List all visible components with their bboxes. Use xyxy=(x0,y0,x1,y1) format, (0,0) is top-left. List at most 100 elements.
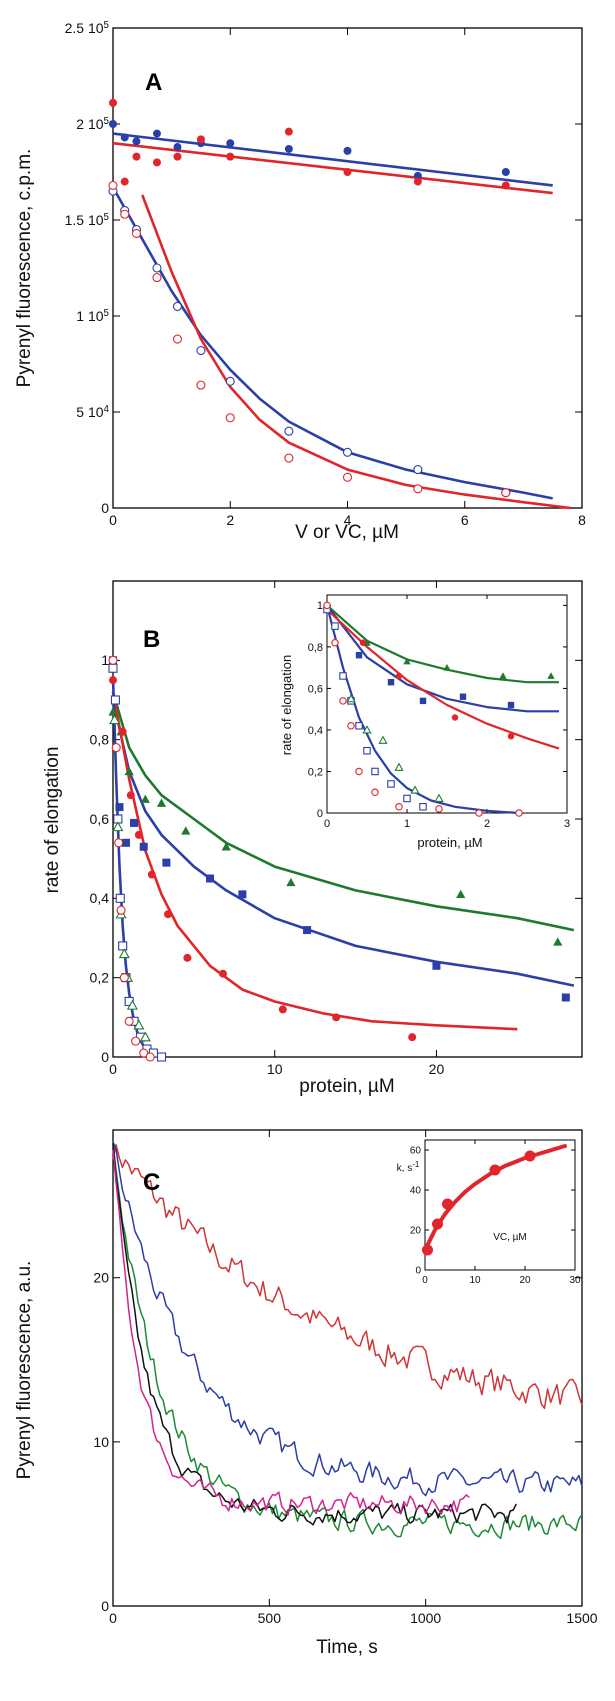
panel-b-point-1 xyxy=(561,993,570,1002)
panel-b-point-2 xyxy=(118,727,127,736)
panel-b-point-4 xyxy=(126,999,138,1010)
panel-b-point-5 xyxy=(114,838,124,848)
panel-a-ytick-label-base: 1.5 10 xyxy=(65,212,104,228)
panel-b-point-1 xyxy=(206,874,215,883)
panel-b-inset-xtick-label: 0 xyxy=(324,818,330,830)
panel-b-point-4 xyxy=(133,1019,145,1030)
panel-b-inset-xlabel: protein, µM xyxy=(417,835,482,850)
panel-a-ytick-label-exp: 5 xyxy=(104,115,110,126)
panel-a-point-3 xyxy=(342,472,353,482)
panel-c-xtick-label: 1000 xyxy=(410,1610,441,1626)
panel-a-point-3 xyxy=(501,488,511,498)
panel-b-inset-xtick-label: 2 xyxy=(484,818,490,830)
panel-b-inset-point-1 xyxy=(387,679,395,686)
panel-a-point-3 xyxy=(152,273,162,283)
panel-b-ytick-label: 0,8 xyxy=(90,732,110,748)
panel-a-point-0 xyxy=(226,139,235,148)
panel-c-inset-series xyxy=(422,1144,567,1256)
panel-b-inset-point-3 xyxy=(363,746,371,755)
panel-b-inset-point-3 xyxy=(403,794,411,803)
panel-c-trace-4 xyxy=(112,1149,470,1516)
panel-b-inset-xtick-label: 3 xyxy=(564,818,570,830)
panel-a-ytick-label: 1 105 xyxy=(76,307,109,324)
panel-c-frame xyxy=(112,1129,583,1607)
panel-b-point-0 xyxy=(181,826,191,835)
panel-b-point-1 xyxy=(121,838,130,847)
panel-b-inset-point-5 xyxy=(347,722,355,730)
panel-b-inset-fit-line-1 xyxy=(326,604,559,713)
panel-a-point-1 xyxy=(152,158,161,167)
panel-b-inset-point-5 xyxy=(331,639,339,647)
panel-b-xtick-label: 10 xyxy=(267,1061,283,1077)
panel-c-ylabel: Pyrenyl fluorescence, a.u. xyxy=(14,1261,35,1480)
panel-a-point-3 xyxy=(120,209,130,219)
panel-c-inset-xtick-label: 10 xyxy=(469,1275,481,1286)
panel-b-point-4 xyxy=(118,948,130,959)
panel-c-inset-xtick-label: 0 xyxy=(422,1275,428,1286)
panel-b-inset-point-4 xyxy=(346,693,356,703)
panel-a-point-3 xyxy=(108,180,118,190)
panel-b-inset-point-4 xyxy=(410,785,420,794)
panel-a-point-0 xyxy=(173,143,182,152)
panel-b-point-5 xyxy=(145,1052,155,1062)
panel-a-point-0 xyxy=(413,171,422,180)
panel-b-inset-ytick-label: 0 xyxy=(317,808,323,820)
panel-b-inset-ytick-label: 1 xyxy=(317,600,323,612)
panel-b-point-1 xyxy=(162,858,171,867)
panel-a-fit-line-1 xyxy=(112,141,553,195)
panel-b-inset-point-5 xyxy=(323,601,331,610)
panel-a-ytick-label-base: 2.5 10 xyxy=(65,20,104,36)
panel-b-point-5 xyxy=(119,973,129,983)
panel-c-ytick-label: 10 xyxy=(93,1434,109,1450)
panel-a-point-2 xyxy=(225,376,235,386)
panel-c-xtick-label: 500 xyxy=(258,1610,282,1626)
panel-a-point-3 xyxy=(413,484,423,494)
panel-b-inset-point-2 xyxy=(395,672,403,680)
panel-a-point-2 xyxy=(196,346,206,356)
panel-b-inset-point-2 xyxy=(507,732,515,740)
panel-c-inset-point xyxy=(422,1244,433,1256)
panel-b-inset-point-1 xyxy=(355,652,363,659)
panel-a-point-1 xyxy=(226,152,235,161)
panel-b-point-2 xyxy=(147,870,156,879)
panel-b-inset-point-5 xyxy=(355,767,363,776)
panel-b-point-3 xyxy=(108,663,118,673)
panel-b-inset: 0 1 2 3 0 0,2 0,4 0,6 0,8 1 protein, µM rate of e… xyxy=(279,594,570,850)
panel-a-point-0 xyxy=(109,120,117,128)
panel-b-point-1 xyxy=(303,926,312,935)
panel-b-inset-point-3 xyxy=(419,803,427,811)
panel-a-point-2 xyxy=(284,426,294,436)
panel-b-point-3 xyxy=(156,1052,167,1062)
panel-c-inset-xtick-label: 30 xyxy=(569,1275,581,1286)
panel-a-point-1 xyxy=(132,152,141,161)
panel-a-point-1 xyxy=(109,98,117,107)
panel-a-ytick-label-base: 1 10 xyxy=(76,308,103,324)
panel-a-xtick-label: 0 xyxy=(109,512,117,528)
panel-b-point-0 xyxy=(286,877,296,887)
panel-a-label: A xyxy=(145,69,162,96)
panel-b-point-1 xyxy=(432,961,441,970)
panel-b-ytick-label: 0,4 xyxy=(90,890,110,906)
panel-b-ytick-label: 0,6 xyxy=(90,811,110,827)
panel-b-point-1 xyxy=(130,818,139,827)
panel-b-point-1 xyxy=(139,842,148,851)
panel-b-inset-point-3 xyxy=(355,722,363,730)
panel-a-point-2 xyxy=(342,447,353,457)
panel-c-inset-point xyxy=(524,1150,536,1162)
panel-b-inset-point-0 xyxy=(443,663,451,671)
panel-a-point-2 xyxy=(152,263,162,273)
panel-b-point-2 xyxy=(278,1005,287,1014)
panel-a-point-3 xyxy=(131,228,141,238)
panel-c-xtick-label: 0 xyxy=(109,1610,117,1626)
panel-a-series xyxy=(108,98,571,510)
panel-b-point-5 xyxy=(139,1048,149,1058)
panel-a-point-1 xyxy=(501,181,510,190)
panel-b-inset-point-4 xyxy=(394,762,404,771)
panel-b-point-2 xyxy=(332,1013,341,1022)
panel-a-fit-line-0 xyxy=(112,132,553,187)
panel-b-point-0 xyxy=(108,707,118,716)
panel-c-inset-ylabel-text: k, s xyxy=(397,1163,413,1174)
panel-b-inset-point-5 xyxy=(371,788,379,796)
